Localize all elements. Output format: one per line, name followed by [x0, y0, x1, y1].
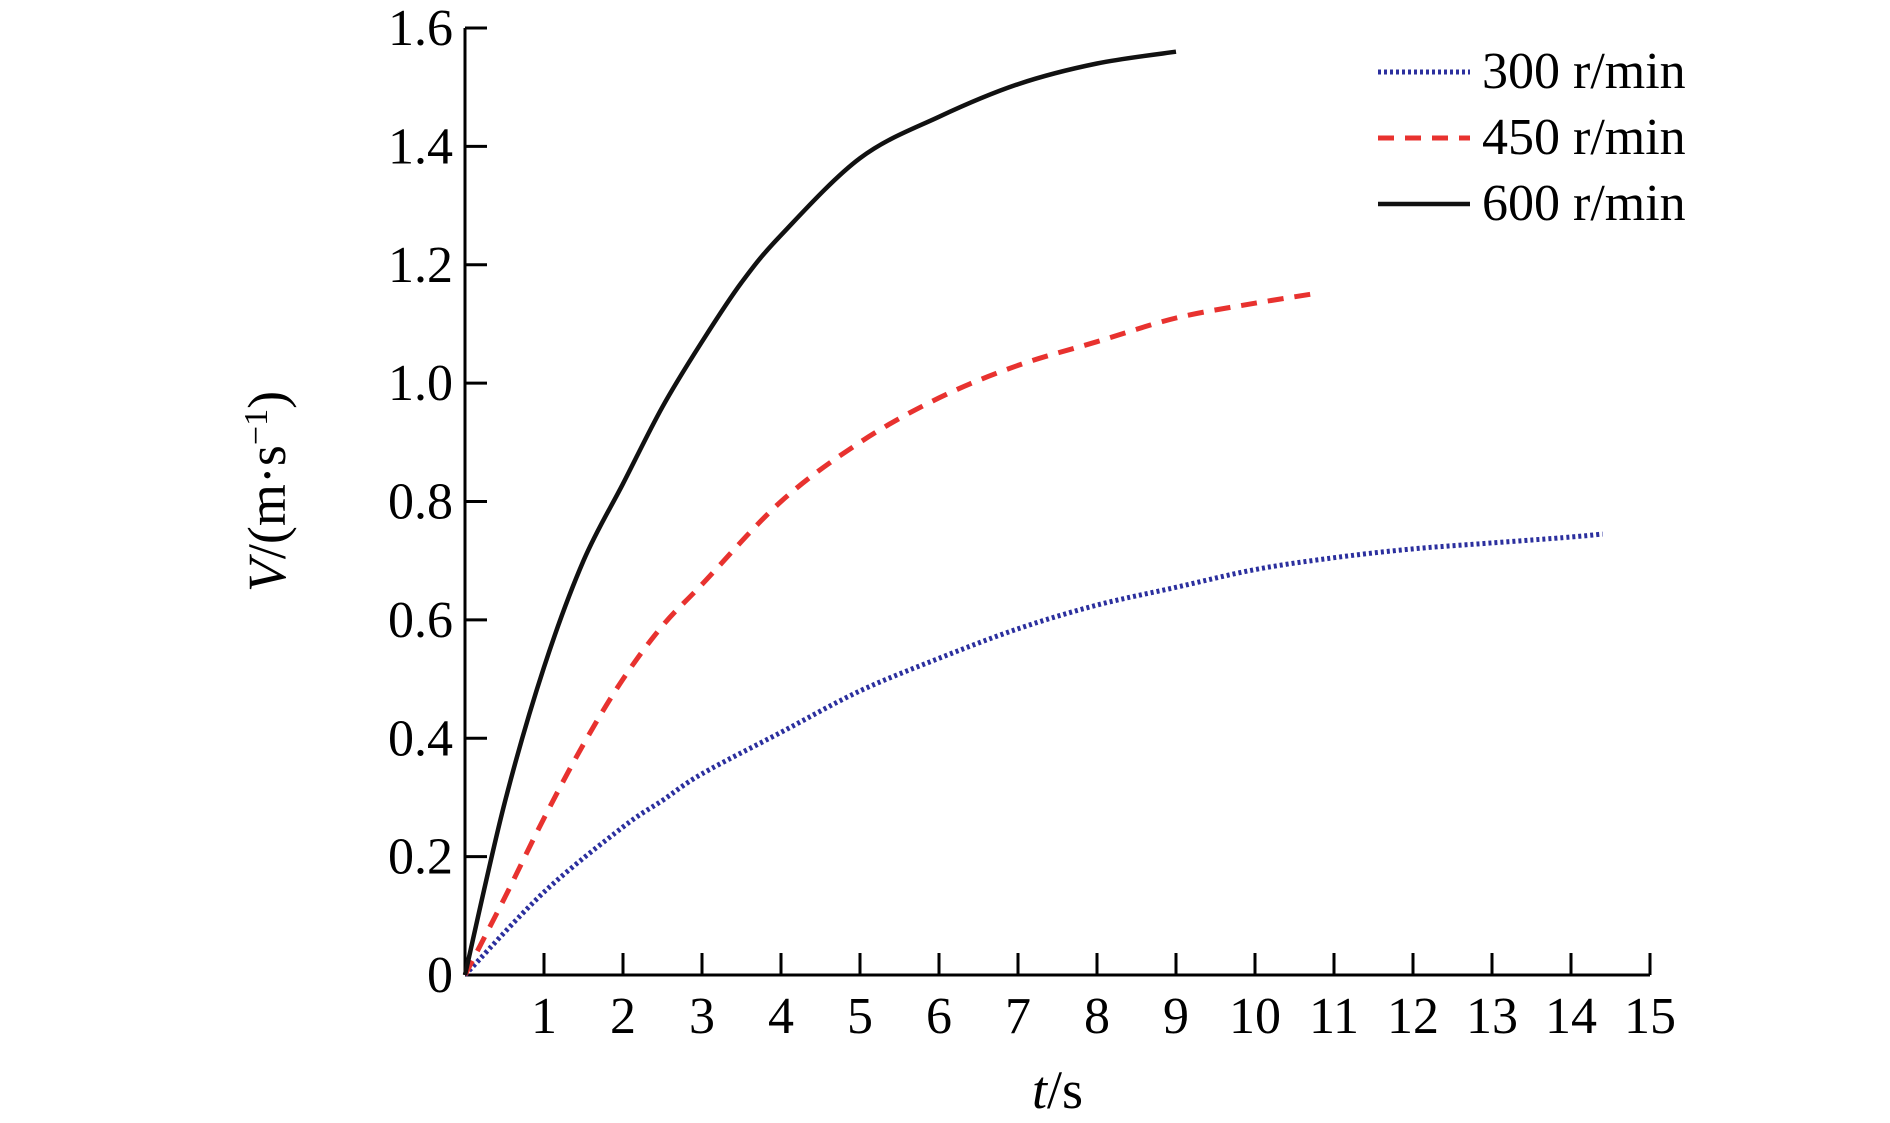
axes [463, 28, 1650, 977]
x-tick-label: 13 [1466, 988, 1518, 1045]
x-tick-label: 5 [847, 988, 873, 1045]
y-axis-title: V/(m·s−1) [237, 391, 297, 592]
x-tick-label: 11 [1309, 988, 1359, 1045]
y-tick-label: 0.6 [388, 592, 453, 649]
y-axis-variable: V [237, 553, 297, 592]
legend-label-1: 300 r/min [1482, 43, 1686, 100]
y-tick-label: 1.6 [388, 0, 453, 57]
y-axis-unit: /(m·s [237, 445, 297, 559]
x-axis-title: t/s [1032, 1060, 1083, 1120]
series-line-3 [462, 49, 1177, 976]
x-ticks: 1 2 3 4 5 6 7 8 9 10 11 12 13 14 15 [531, 953, 1676, 1045]
x-tick-label: 2 [610, 988, 636, 1045]
series-layer [462, 49, 1603, 977]
y-axis-unit-exponent: −1 [238, 409, 275, 445]
x-tick-label: 3 [689, 988, 715, 1045]
x-tick-label: 10 [1229, 988, 1281, 1045]
x-tick-label: 14 [1545, 988, 1597, 1045]
x-tick-label: 8 [1084, 988, 1110, 1045]
x-tick-label: 4 [768, 988, 794, 1045]
x-tick-label: 6 [926, 988, 952, 1045]
y-tick-label: 1.4 [388, 118, 453, 175]
legend-label-2: 450 r/min [1482, 109, 1686, 166]
y-tick-label: 0.8 [388, 474, 453, 531]
series-line-1 [463, 531, 1603, 977]
legend: 300 r/min 450 r/min 600 r/min [1378, 43, 1686, 232]
x-axis-unit: /s [1047, 1060, 1083, 1120]
series-line-2 [462, 291, 1311, 977]
y-tick-label: 0 [427, 947, 453, 1004]
y-axis-unit-close: ) [237, 391, 297, 409]
x-tick-label: 7 [1005, 988, 1031, 1045]
y-tick-label: 0.2 [388, 829, 453, 886]
y-tick-label: 0.4 [388, 710, 453, 767]
x-tick-label: 9 [1163, 988, 1189, 1045]
x-tick-label: 1 [531, 988, 557, 1045]
x-tick-label: 15 [1624, 988, 1676, 1045]
y-tick-label: 1.2 [388, 237, 453, 294]
y-ticks: 0 0.2 0.4 0.6 0.8 1.0 1.2 1.4 1.6 [388, 0, 487, 1004]
x-axis-variable: t [1032, 1060, 1049, 1120]
y-tick-label: 1.0 [388, 355, 453, 412]
x-tick-label: 12 [1387, 988, 1439, 1045]
legend-label-3: 600 r/min [1482, 175, 1686, 232]
